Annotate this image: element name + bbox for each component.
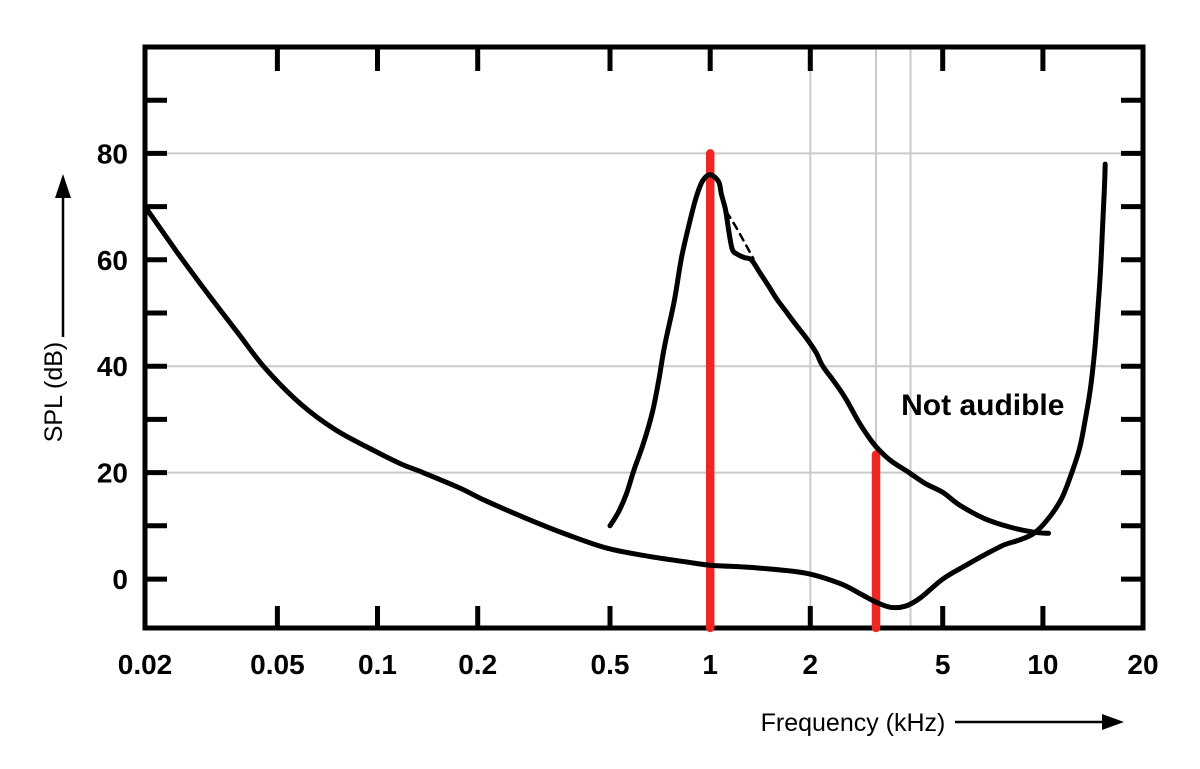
hearing-threshold-curve bbox=[142, 161, 1108, 611]
masking-smooth-segment-curve bbox=[725, 210, 755, 261]
x-tick-label-0.02: 0.02 bbox=[118, 649, 173, 680]
x-tick-label-2: 2 bbox=[803, 649, 819, 680]
axes-frame-layer bbox=[142, 44, 1146, 631]
not-audible-annotation: Not audible bbox=[901, 389, 1064, 422]
x-tick-label-0.05: 0.05 bbox=[250, 649, 305, 680]
x-tick-label-0.1: 0.1 bbox=[358, 649, 397, 680]
x-tick-label-5: 5 bbox=[935, 649, 951, 680]
x-tick-label-1: 1 bbox=[702, 649, 718, 680]
gridlines-layer bbox=[145, 47, 1143, 628]
y-axis-title: SPL (dB) bbox=[40, 342, 68, 443]
x-tick-label-0.5: 0.5 bbox=[591, 649, 630, 680]
curves-layer bbox=[142, 161, 1108, 611]
tick-labels-layer: 0.02 0.05 0.1 0.2 0.5 1 2 5 10 20 0 20 40 60 80 bbox=[97, 138, 1159, 680]
x-tick-label-10: 10 bbox=[1027, 649, 1058, 680]
y-tick-label-80: 80 bbox=[97, 138, 128, 169]
y-tick-label-20: 20 bbox=[97, 458, 128, 489]
plot-border bbox=[142, 44, 1146, 631]
y-tick-label-60: 60 bbox=[97, 245, 128, 276]
y-axis-arrow-icon bbox=[55, 174, 71, 337]
y-tick-label-40: 40 bbox=[97, 351, 128, 382]
x-axis-arrow-icon bbox=[955, 714, 1124, 730]
x-axis-title: Frequency (kHz) bbox=[761, 709, 946, 737]
masking-curve-curve bbox=[607, 172, 1051, 536]
x-tick-label-20: 20 bbox=[1127, 649, 1158, 680]
y-tick-label-0: 0 bbox=[112, 564, 128, 595]
red-tone-markers-layer bbox=[705, 149, 881, 633]
x-tick-label-0.2: 0.2 bbox=[458, 649, 497, 680]
